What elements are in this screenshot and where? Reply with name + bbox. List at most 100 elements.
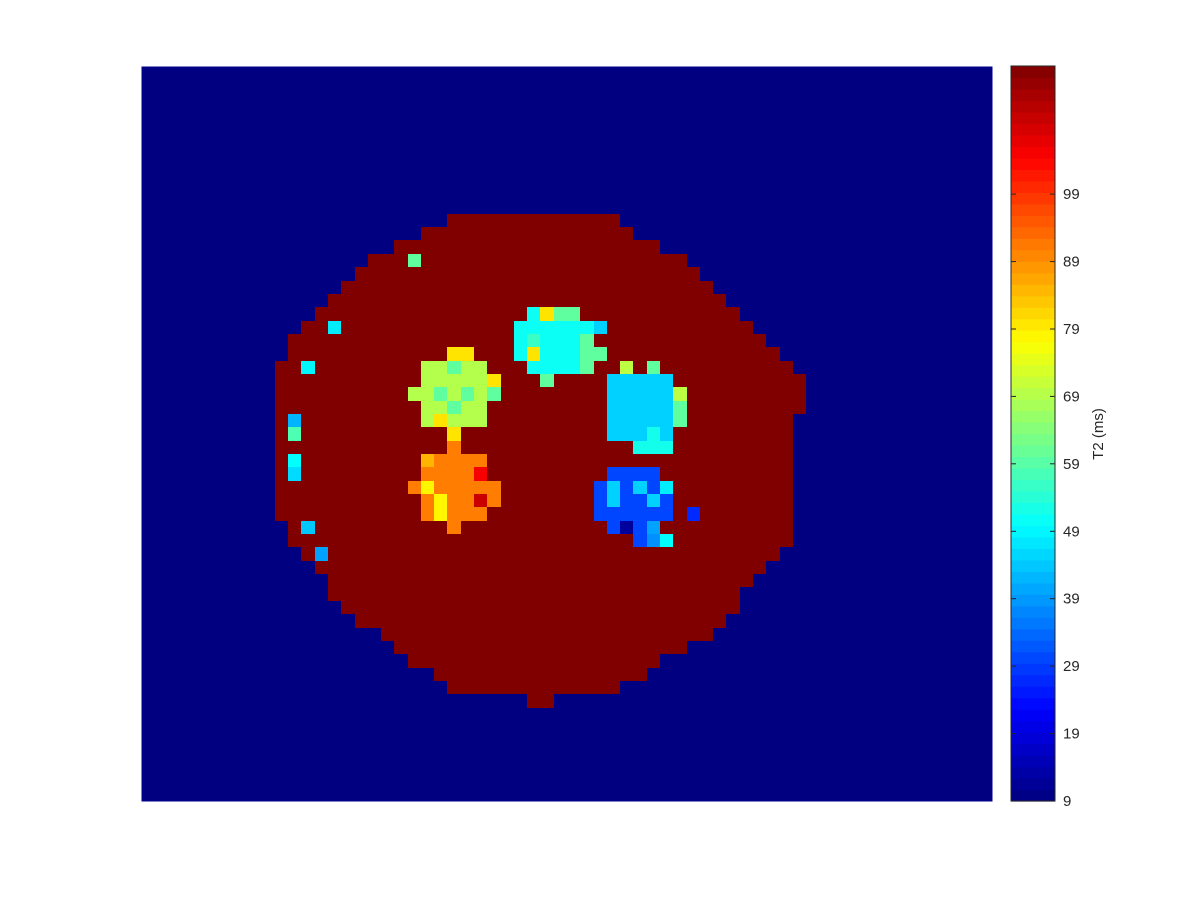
heatmap-cell [633, 601, 647, 614]
heatmap-cell [594, 601, 607, 614]
heatmap-cell [567, 214, 580, 227]
heatmap-cell [301, 387, 315, 401]
heatmap-cell [501, 467, 514, 481]
heatmap-cell [368, 441, 381, 454]
heatmap-cell [607, 668, 620, 681]
heatmap-cell [793, 387, 806, 401]
heatmap-cell [567, 267, 580, 281]
heatmap-cell [673, 374, 687, 387]
heatmap-cell [501, 507, 514, 521]
heatmap-cell [554, 414, 567, 427]
heatmap-cell [766, 361, 780, 374]
heatmap-cell [540, 587, 554, 601]
heatmap-cell [421, 414, 434, 427]
heatmap-cell [620, 321, 633, 334]
heatmap-cell [687, 521, 700, 534]
heatmap-cell [328, 454, 341, 467]
heatmap-cell [487, 467, 501, 481]
heatmap-cell [288, 454, 301, 467]
heatmap-cell [660, 614, 673, 628]
heatmap-cell [461, 240, 474, 254]
colorbar-tick-label: 59 [1063, 456, 1080, 473]
heatmap-cell [447, 361, 461, 374]
heatmap-cell [381, 294, 394, 307]
heatmap-cell [315, 347, 328, 361]
heatmap-cell [474, 361, 487, 374]
heatmap-cell [687, 347, 700, 361]
heatmap-cell [594, 681, 607, 694]
heatmap-cell [514, 214, 527, 227]
heatmap-cell [487, 321, 501, 334]
heatmap-cell [288, 441, 301, 454]
heatmap-cell [434, 414, 447, 427]
heatmap-cell [461, 401, 474, 414]
heatmap-cell [288, 507, 301, 521]
heatmap-cell [381, 467, 394, 481]
heatmap-cell [447, 414, 461, 427]
heatmap-cell [740, 387, 753, 401]
heatmap-cell [368, 614, 381, 628]
heatmap-cell [726, 601, 740, 614]
heatmap-cell [780, 387, 793, 401]
heatmap-cell [594, 641, 607, 654]
heatmap-cell [421, 561, 434, 574]
heatmap-cell [660, 521, 673, 534]
heatmap-cell [700, 521, 713, 534]
heatmap-cell [328, 534, 341, 547]
heatmap-cell [514, 561, 527, 574]
heatmap-cell [594, 281, 607, 294]
heatmap-cell [766, 534, 780, 547]
heatmap-cell [461, 307, 474, 321]
heatmap-cell [700, 494, 713, 507]
heatmap-cell [487, 254, 501, 267]
heatmap-cell [633, 427, 647, 441]
heatmap-cell [514, 281, 527, 294]
heatmap-cell [567, 441, 580, 454]
heatmap-cell [394, 427, 408, 441]
heatmap-cell [514, 601, 527, 614]
heatmap-cell [501, 361, 514, 374]
heatmap-cell [567, 587, 580, 601]
heatmap-cell [726, 494, 740, 507]
heatmap-cell [461, 414, 474, 427]
heatmap-cell [408, 294, 421, 307]
heatmap-cell [368, 507, 381, 521]
heatmap-cell [673, 481, 687, 494]
heatmap-cell [647, 454, 660, 467]
heatmap-cell [673, 254, 687, 267]
heatmap-cell [713, 334, 726, 347]
heatmap-cell [567, 227, 580, 240]
heatmap-cell [780, 414, 793, 427]
heatmap-cell [447, 521, 461, 534]
heatmap-cell [740, 494, 753, 507]
heatmap-cell [594, 494, 607, 507]
heatmap-cell [540, 441, 554, 454]
heatmap-cell [726, 414, 740, 427]
heatmap-cell [301, 414, 315, 427]
colorbar-step [1011, 203, 1055, 216]
heatmap-cell [726, 481, 740, 494]
colorbar-step [1011, 77, 1055, 90]
heatmap-cell [554, 561, 567, 574]
heatmap-cell [594, 574, 607, 587]
heatmap-cell [328, 334, 341, 347]
heatmap-cell [567, 387, 580, 401]
heatmap-cell [554, 240, 567, 254]
colorbar-step [1011, 376, 1055, 389]
heatmap-cell [647, 521, 660, 534]
heatmap-cell [501, 267, 514, 281]
colorbar-label: T2 (ms) [1090, 408, 1107, 460]
heatmap-cell [594, 334, 607, 347]
heatmap-cell [421, 294, 434, 307]
heatmap-cell [514, 547, 527, 561]
heatmap-cell [381, 481, 394, 494]
heatmap-cell [567, 414, 580, 427]
heatmap-cell [474, 507, 487, 521]
heatmap-cell [301, 454, 315, 467]
heatmap-cell [461, 681, 474, 694]
heatmap-cell [447, 628, 461, 641]
heatmap-cell [633, 307, 647, 321]
heatmap-cell [580, 361, 594, 374]
heatmap-cell [713, 614, 726, 628]
heatmap-cell [687, 481, 700, 494]
